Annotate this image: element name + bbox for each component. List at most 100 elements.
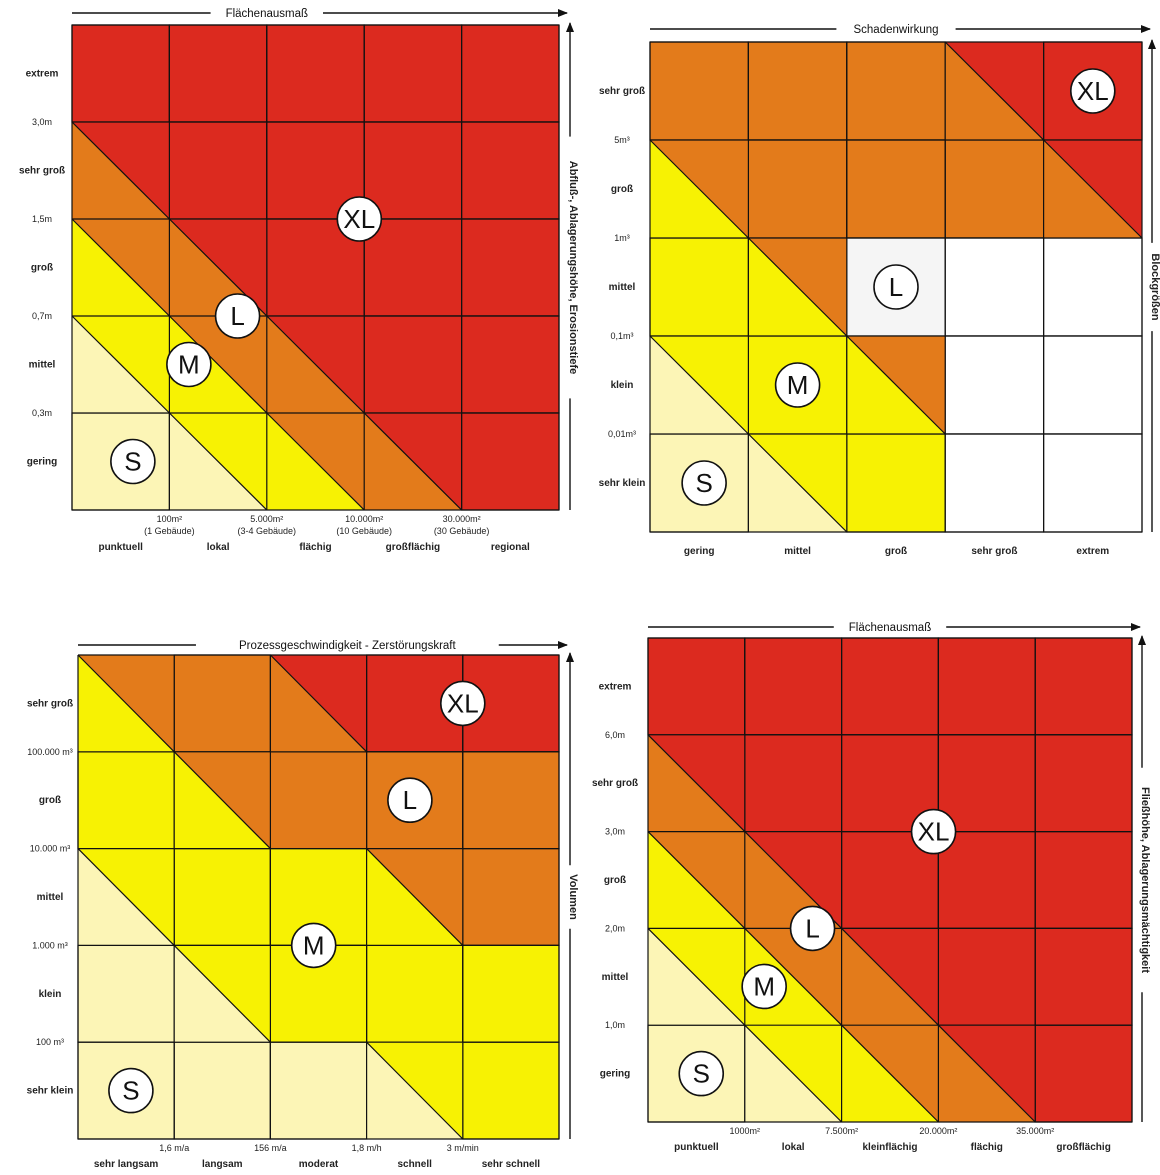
x-tick-label: 100m² bbox=[157, 514, 183, 524]
matrix-cell bbox=[173, 847, 271, 946]
matrix-cell bbox=[77, 751, 175, 850]
matrix-cell bbox=[269, 751, 368, 850]
x-tick-label: 35.000m² bbox=[1016, 1126, 1054, 1136]
class-boundary-line bbox=[366, 1041, 464, 1140]
svg-text:L: L bbox=[805, 913, 819, 943]
class-boundary-line bbox=[841, 1024, 939, 1123]
panel-bl: Prozessgeschwindigkeit - Zerstörungskraf… bbox=[27, 640, 579, 1170]
svg-text:S: S bbox=[122, 1076, 139, 1106]
x-axis-title: Schadenwirkung bbox=[853, 24, 938, 36]
x-tick-label: 7.500m² bbox=[825, 1126, 858, 1136]
matrix-cell bbox=[363, 315, 463, 414]
matrix-cell bbox=[168, 121, 268, 220]
x-category-label: lokal bbox=[782, 1142, 805, 1153]
y-category-label: mittel bbox=[37, 892, 64, 903]
y-category-label: mittel bbox=[609, 282, 636, 293]
x-category-label: lokal bbox=[207, 542, 230, 553]
matrix-cell bbox=[461, 218, 560, 317]
matrix-cell bbox=[363, 218, 463, 317]
class-boundary-line bbox=[744, 927, 843, 1026]
class-boundary-line bbox=[363, 412, 463, 511]
y-category-label: mittel bbox=[602, 972, 629, 983]
class-boundary-line bbox=[366, 848, 464, 946]
class-badge-xl: XL bbox=[1070, 68, 1116, 114]
matrix-cell bbox=[366, 944, 464, 1043]
y-category-label: extrem bbox=[26, 69, 59, 80]
y-tick-label: 0,7m bbox=[32, 311, 52, 321]
y-tick-label: 0,01m³ bbox=[608, 429, 636, 439]
y-axis-title: Volumen bbox=[567, 874, 579, 920]
y-category-label: sehr groß bbox=[599, 86, 645, 97]
x-category-label: regional bbox=[491, 542, 530, 553]
y-axis-title: Fließhöhe, Ablagerungsmächtigkeit bbox=[1139, 787, 1151, 973]
matrix-cell bbox=[1034, 637, 1133, 736]
matrix-cell bbox=[363, 121, 463, 220]
y-category-label: groß bbox=[604, 875, 626, 886]
class-boundary-line bbox=[937, 1024, 1036, 1123]
y-axis-title: Abfluß-, Ablagerungshöhe, Erosionstiefe bbox=[567, 161, 579, 375]
x-category-label: gering bbox=[684, 546, 715, 557]
matrix-cell bbox=[461, 315, 560, 414]
panel-tr: Schadenwirkung Blockgrößen sehr groß groß mi… bbox=[599, 24, 1160, 557]
x-axis-title: Flächenausmaß bbox=[849, 622, 931, 634]
class-boundary-line bbox=[1043, 139, 1143, 239]
matrix-cell bbox=[840, 637, 939, 736]
x-tick-sublabel: (10 Gebäude) bbox=[336, 526, 392, 536]
class-boundary-line bbox=[266, 315, 365, 414]
y-category-label: sehr groß bbox=[19, 166, 65, 177]
y-tick-label: 6,0m bbox=[605, 730, 625, 740]
class-boundary-line bbox=[71, 218, 170, 317]
matrix-cell bbox=[937, 637, 1036, 736]
x-category-label: sehr langsam bbox=[94, 1159, 159, 1170]
matrix-cell bbox=[363, 24, 463, 123]
matrix-cell bbox=[1034, 734, 1133, 833]
y-category-label: mittel bbox=[29, 360, 56, 371]
matrix-cell bbox=[462, 1041, 560, 1140]
class-boundary-line bbox=[173, 751, 271, 850]
y-tick-label: 0,3m bbox=[32, 408, 52, 418]
y-tick-label: 100 m³ bbox=[36, 1037, 64, 1047]
x-category-label: moderat bbox=[299, 1159, 339, 1170]
matrix-cell bbox=[168, 24, 268, 123]
matrix-cell bbox=[937, 830, 1036, 929]
class-badge-xl: XL bbox=[910, 808, 957, 855]
class-boundary-line bbox=[647, 927, 746, 1026]
y-tick-label: 1,5m bbox=[32, 214, 52, 224]
matrix-cell bbox=[744, 637, 843, 736]
matrix-cell bbox=[1042, 335, 1143, 435]
x-tick-label: 5.000m² bbox=[250, 514, 283, 524]
y-category-label: groß bbox=[39, 795, 61, 806]
class-boundary-line bbox=[744, 1024, 843, 1123]
y-category-label: sehr groß bbox=[27, 698, 73, 709]
x-axis-title: Flächenausmaß bbox=[226, 8, 308, 20]
svg-text:XL: XL bbox=[447, 688, 479, 718]
svg-text:XL: XL bbox=[343, 204, 375, 234]
matrix-cell bbox=[944, 237, 1045, 337]
y-tick-label: 3,0m bbox=[605, 827, 625, 837]
class-boundary-line bbox=[846, 335, 946, 435]
svg-text:L: L bbox=[403, 785, 417, 815]
svg-text:XL: XL bbox=[918, 817, 950, 847]
x-category-label: kleinflächig bbox=[862, 1142, 917, 1153]
matrix-cell bbox=[461, 121, 560, 220]
y-tick-label: 10.000 m³ bbox=[30, 844, 71, 854]
class-badge-l: L bbox=[873, 264, 919, 310]
class-boundary-line bbox=[173, 944, 271, 1043]
matrix-cell bbox=[462, 847, 560, 946]
y-category-label: groß bbox=[31, 263, 53, 274]
x-tick-sublabel: (1 Gebäude) bbox=[144, 526, 195, 536]
class-boundary-line bbox=[649, 139, 749, 239]
svg-text:M: M bbox=[753, 971, 775, 1001]
y-category-label: sehr klein bbox=[599, 478, 646, 489]
panel-br: Flächenausmaß Fließhöhe, Ablagerungsmächt… bbox=[592, 622, 1151, 1153]
class-badge-l: L bbox=[214, 293, 261, 339]
class-badge-xl: XL bbox=[439, 680, 486, 727]
matrix-cell bbox=[1034, 830, 1133, 929]
matrix-cell bbox=[461, 24, 560, 123]
y-tick-label: 1.000 m³ bbox=[32, 940, 68, 950]
matrix-cell bbox=[461, 412, 560, 511]
matrix-cell bbox=[77, 944, 175, 1043]
y-tick-label: 1m³ bbox=[614, 233, 630, 243]
y-tick-label: 1,0m bbox=[605, 1020, 625, 1030]
